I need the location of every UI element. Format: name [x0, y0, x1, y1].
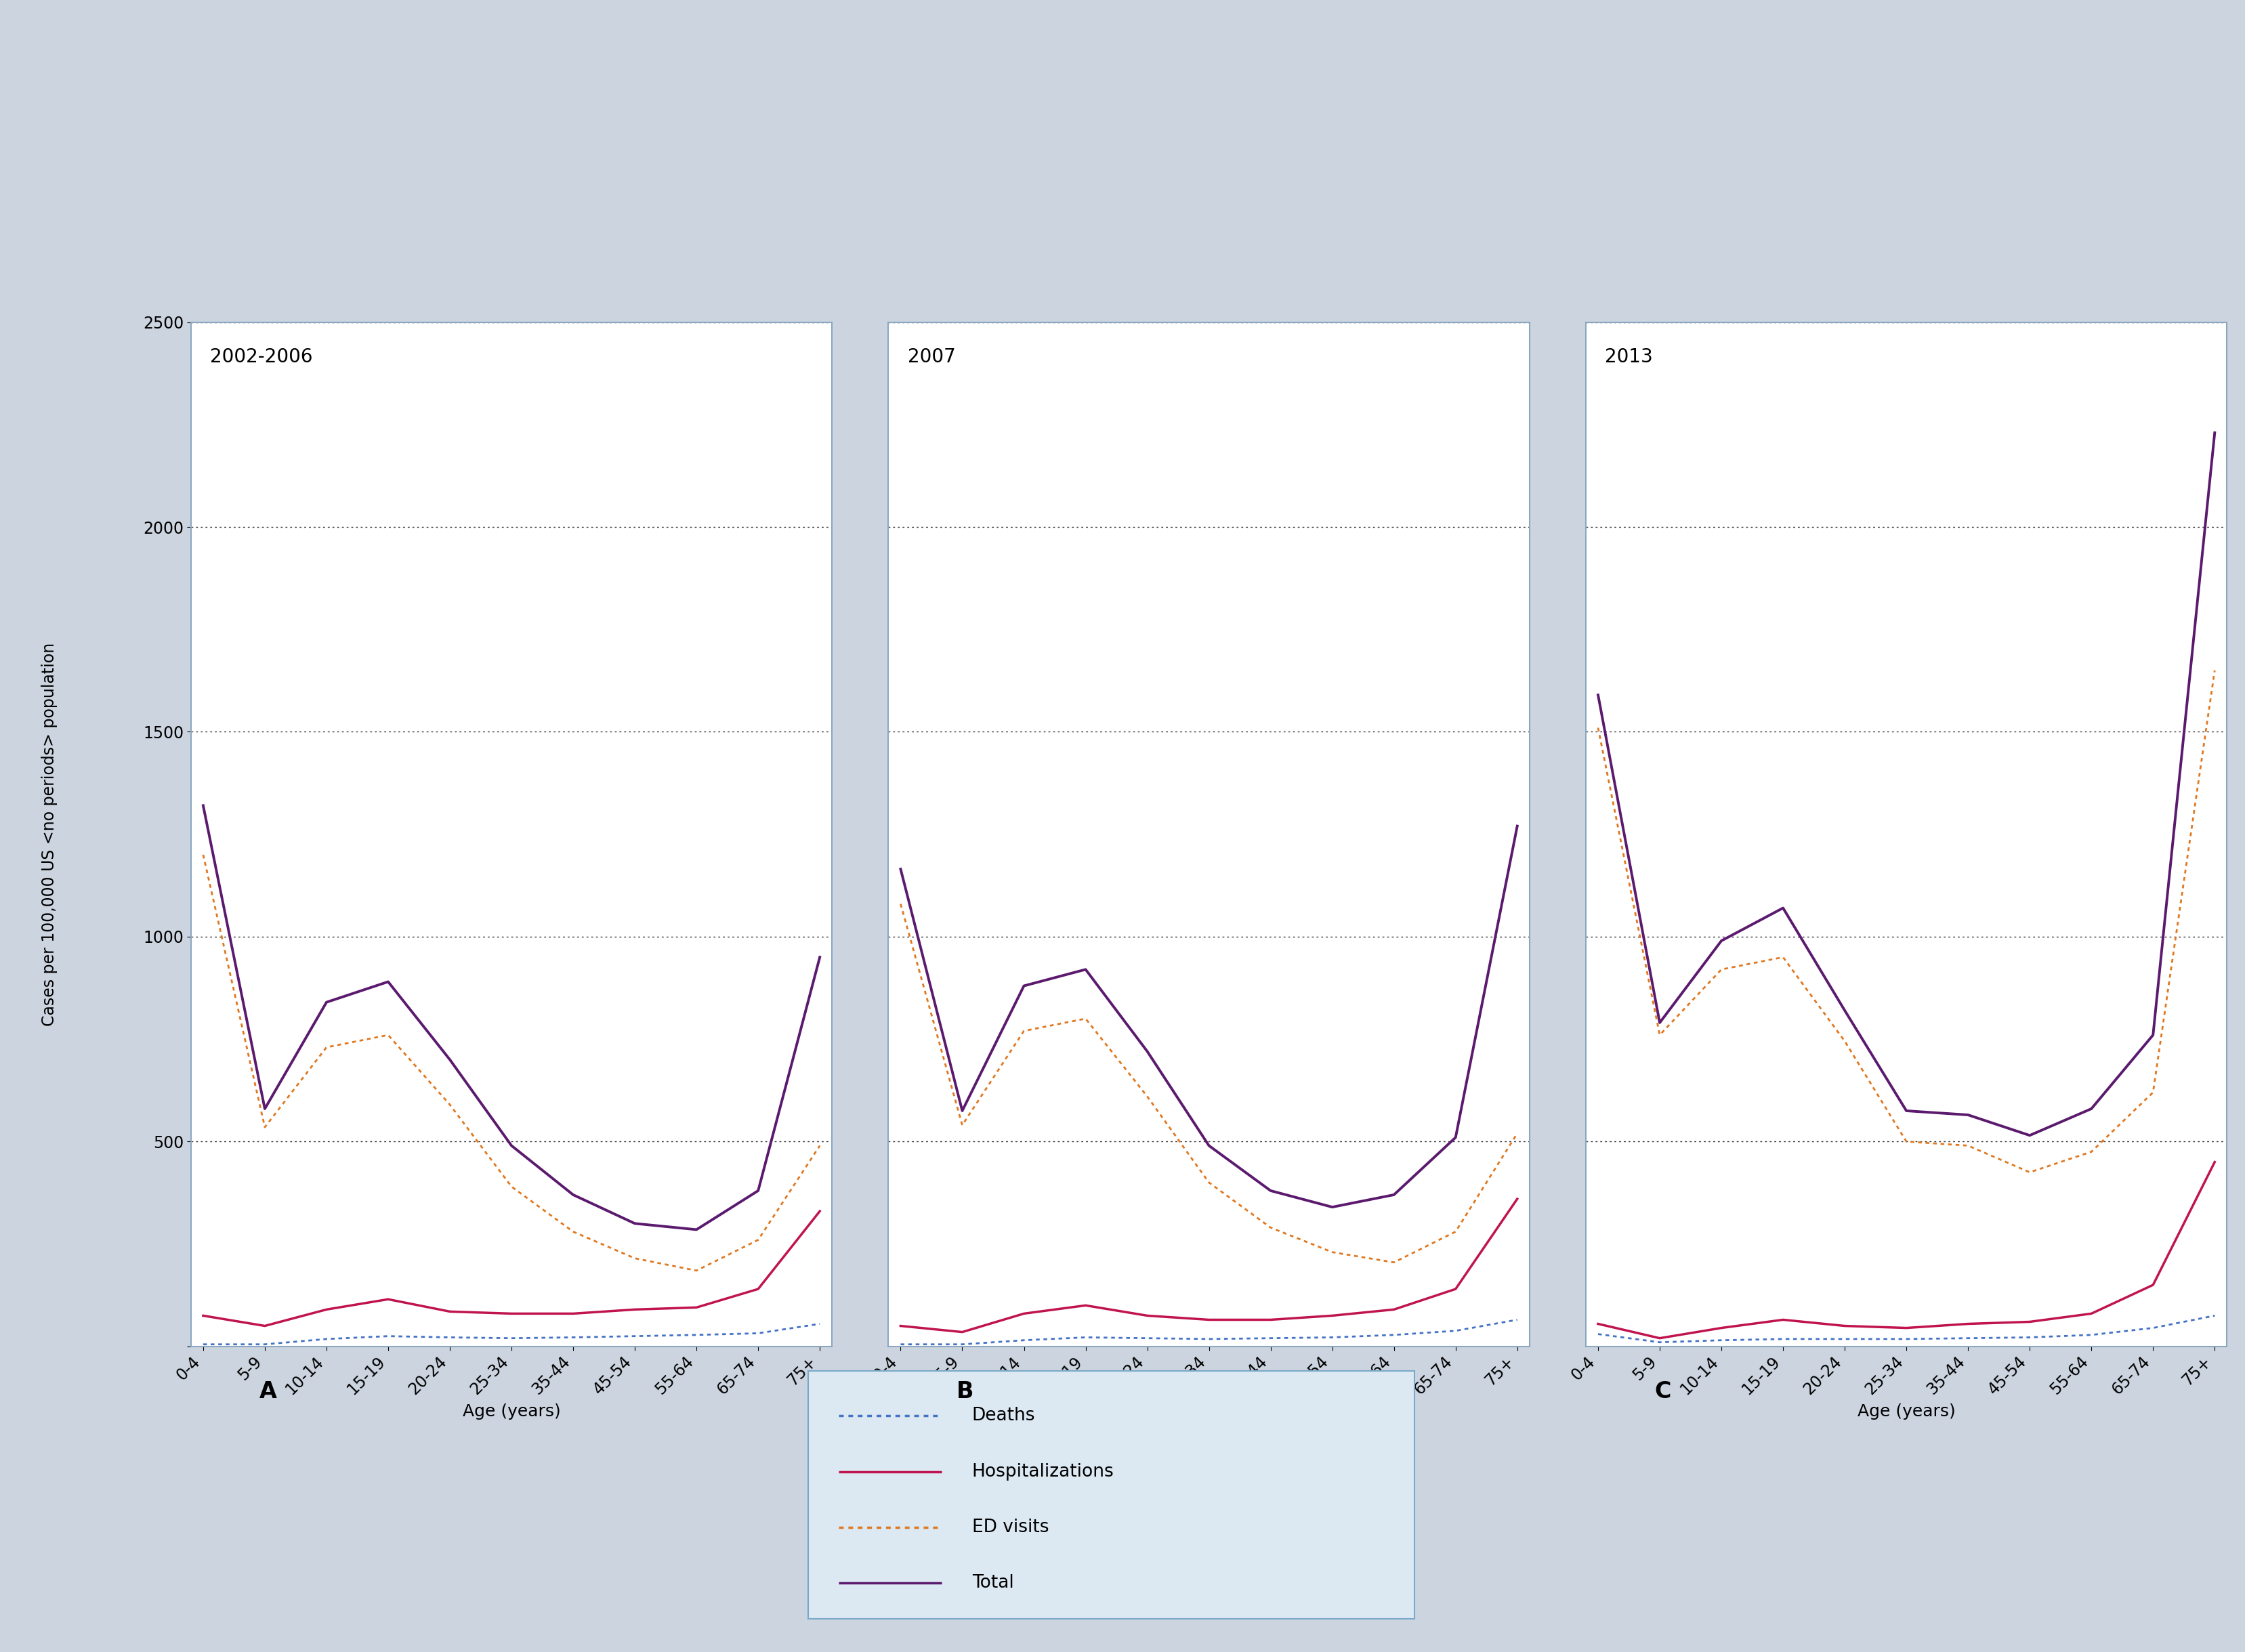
Text: 2013: 2013	[1605, 349, 1652, 367]
Text: B: B	[956, 1381, 974, 1403]
Text: 2007: 2007	[907, 349, 956, 367]
Text: 2002-2006: 2002-2006	[211, 349, 312, 367]
X-axis label: Age (years): Age (years)	[462, 1404, 561, 1419]
X-axis label: Age (years): Age (years)	[1857, 1404, 1955, 1419]
Text: C: C	[1655, 1381, 1670, 1403]
Text: Deaths: Deaths	[972, 1408, 1035, 1424]
Text: A: A	[258, 1381, 276, 1403]
Text: ED visits: ED visits	[972, 1518, 1048, 1536]
Text: Hospitalizations: Hospitalizations	[972, 1462, 1114, 1480]
Text: Cases per 100,000 US <no periods> population: Cases per 100,000 US <no periods> popula…	[40, 643, 58, 1026]
Text: Total: Total	[972, 1574, 1015, 1593]
X-axis label: Age (years): Age (years)	[1161, 1404, 1257, 1419]
